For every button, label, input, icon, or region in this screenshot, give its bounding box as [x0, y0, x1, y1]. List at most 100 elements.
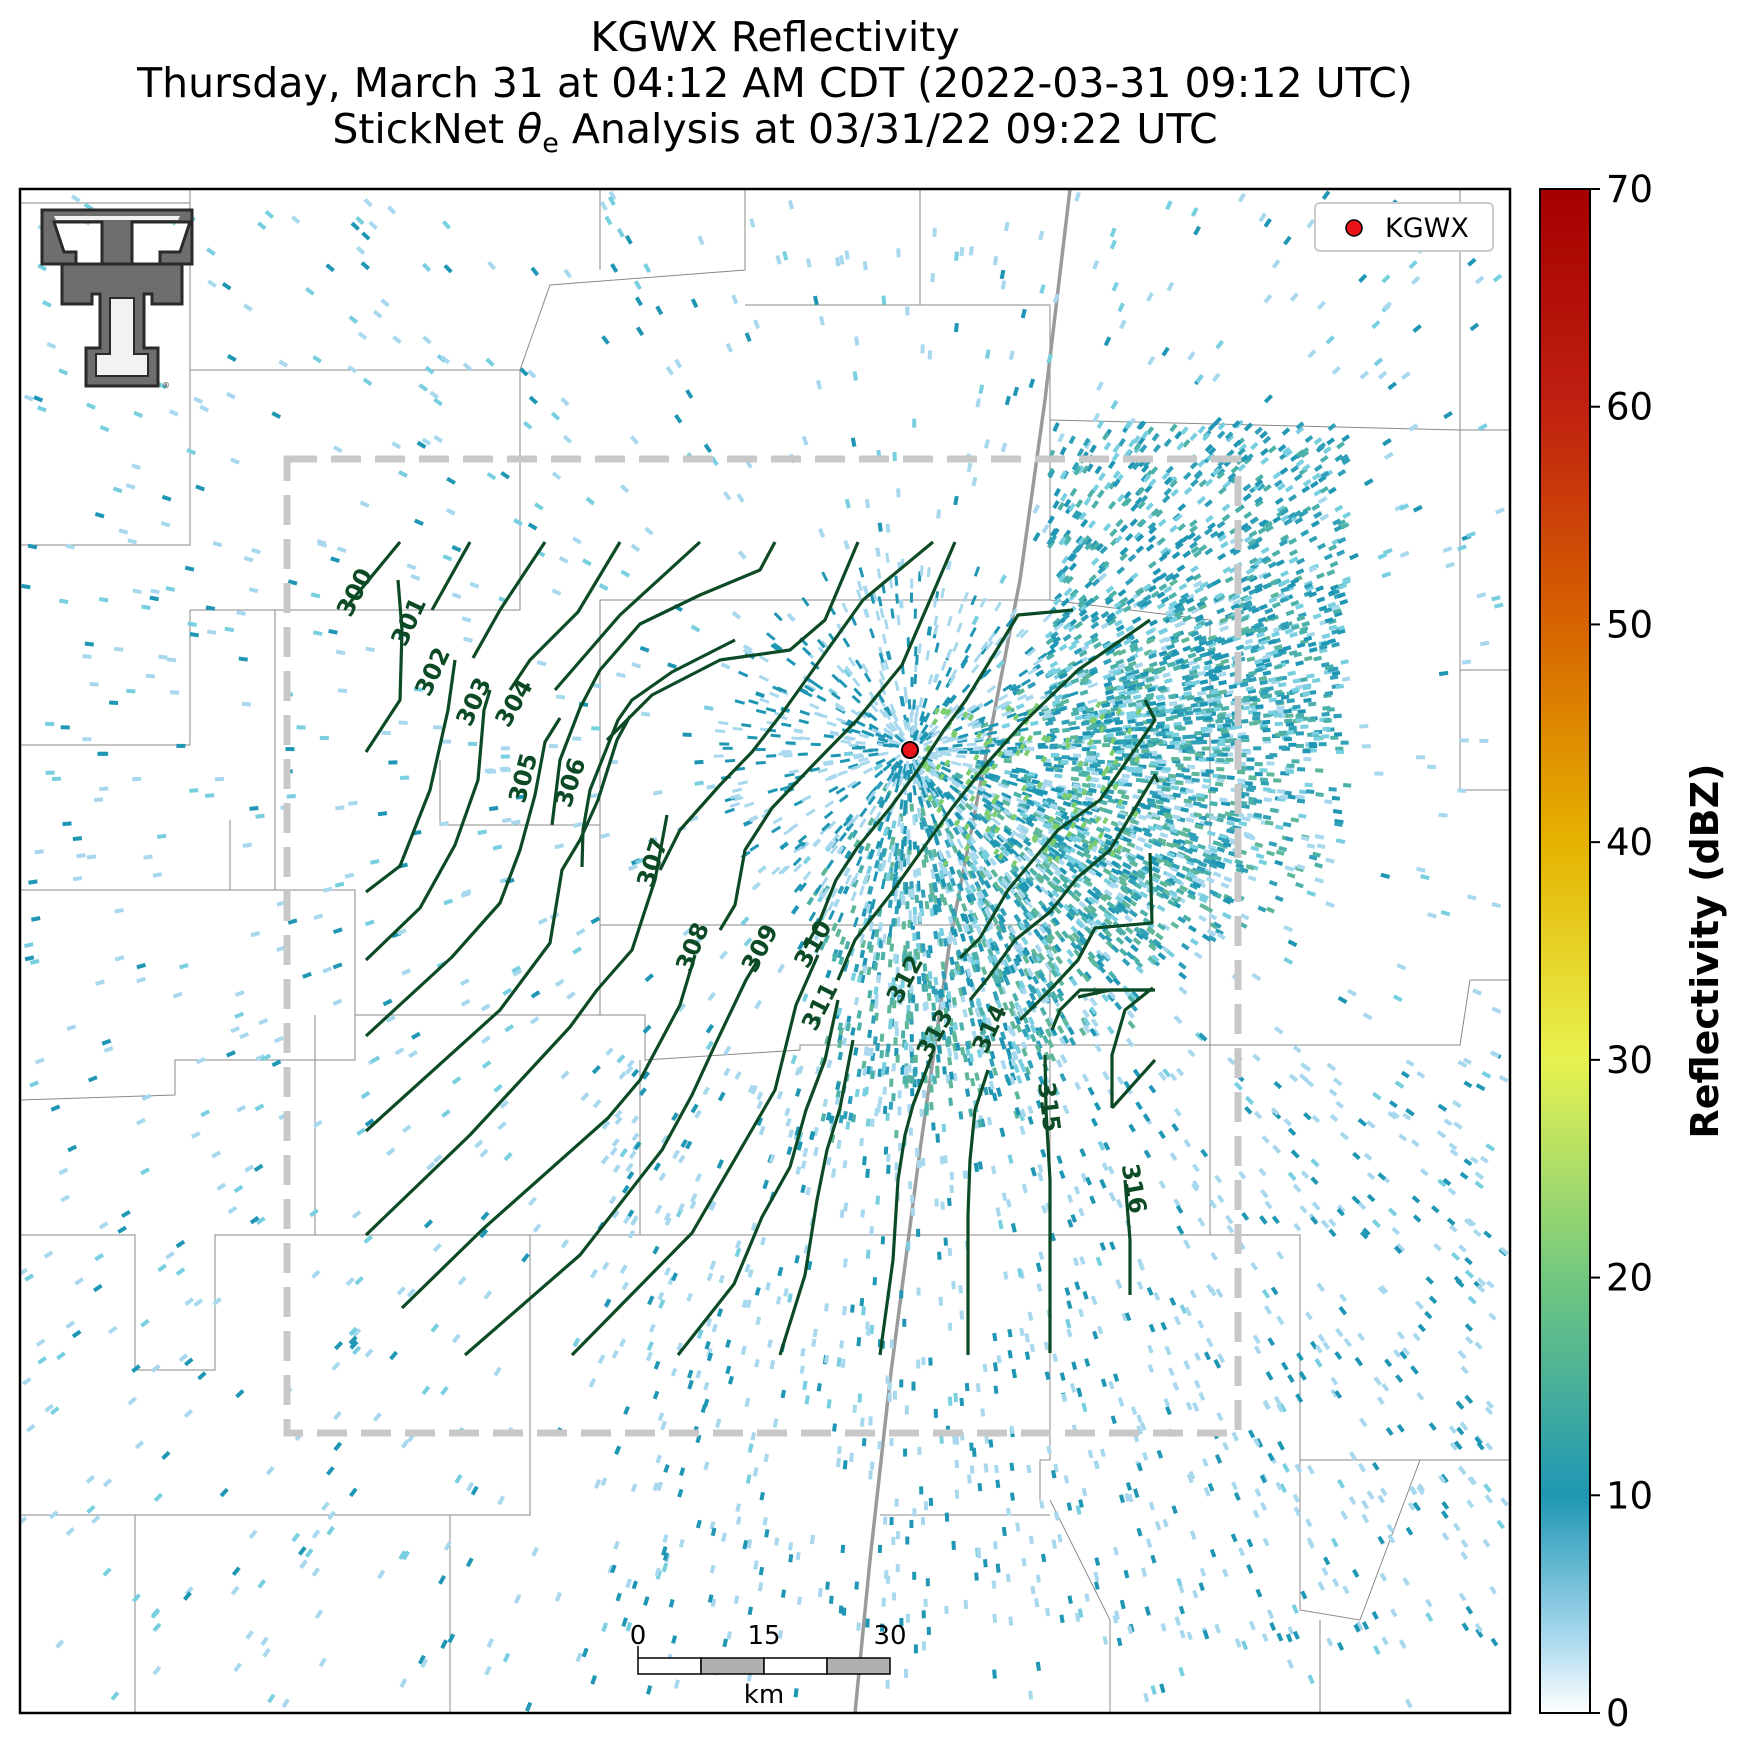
echo-pixel	[250, 930, 261, 938]
echo-pixel	[852, 371, 858, 381]
echo-pixel	[572, 536, 582, 545]
echo-pixel	[621, 1617, 628, 1627]
echo-pixel	[1321, 734, 1330, 739]
echo-pixel	[468, 741, 478, 747]
echo-pixel	[1109, 239, 1117, 250]
echo-pixel	[355, 216, 365, 226]
echo-pixel	[1283, 737, 1292, 742]
echo-pixel	[234, 1011, 245, 1019]
echo-pixel	[1130, 638, 1140, 646]
echo-pixel	[1295, 1393, 1304, 1404]
echo-pixel	[1412, 324, 1422, 333]
echo-pixel	[1288, 1073, 1299, 1083]
echo-pixel	[1193, 580, 1203, 589]
echo-pixel	[921, 1641, 926, 1651]
echo-pixel	[1343, 783, 1352, 788]
echo-pixel	[1215, 339, 1224, 350]
echo-pixel	[854, 336, 860, 346]
echo-pixel	[331, 1361, 341, 1371]
echo-pixel	[318, 1657, 327, 1668]
echo-pixel	[265, 1465, 275, 1476]
echo-pixel	[1082, 851, 1092, 859]
echo-pixel	[1361, 1499, 1370, 1510]
echo-pixel	[682, 732, 692, 737]
echo-pixel	[1179, 1304, 1188, 1315]
echo-pixel	[511, 819, 521, 826]
echo-pixel	[892, 1390, 898, 1400]
echo-pixel	[868, 1416, 873, 1426]
echo-pixel	[1381, 274, 1391, 284]
echo-pixel	[918, 900, 924, 909]
echo-pixel	[445, 507, 456, 516]
echo-pixel	[131, 1593, 141, 1603]
echo-pixel	[1241, 803, 1250, 810]
echo-pixel	[755, 691, 765, 699]
echo-pixel	[1231, 1431, 1239, 1442]
echo-pixel	[72, 875, 83, 882]
echo-pixel	[1011, 962, 1019, 972]
echo-pixel	[1457, 788, 1467, 793]
echo-pixel	[658, 1299, 666, 1309]
echo-pixel	[1000, 280, 1007, 290]
echo-pixel	[1416, 1485, 1425, 1496]
echo-pixel	[493, 1083, 503, 1093]
echo-pixel	[1401, 371, 1411, 380]
echo-pixel	[1287, 939, 1298, 948]
echo-pixel	[1125, 744, 1134, 749]
echo-pixel	[1392, 994, 1403, 1003]
echo-pixel	[1347, 988, 1357, 997]
echo-pixel	[1154, 932, 1164, 941]
echo-pixel	[1053, 905, 1062, 915]
echo-pixel	[655, 305, 664, 316]
echo-pixel	[619, 1264, 628, 1275]
echo-pixel	[865, 1618, 870, 1628]
echo-pixel	[927, 971, 933, 980]
echo-pixel	[1027, 1311, 1034, 1322]
echo-pixel	[364, 919, 375, 927]
echo-pixel	[233, 1662, 242, 1673]
echo-pixel	[740, 1345, 747, 1356]
echo-pixel	[896, 248, 901, 258]
echo-pixel	[1262, 727, 1271, 733]
echo-pixel	[1082, 735, 1092, 740]
echo-pixel	[1479, 640, 1490, 647]
echo-pixel	[1096, 381, 1104, 392]
echo-pixel	[1381, 571, 1392, 579]
echo-pixel	[1361, 744, 1371, 749]
echo-pixel	[1331, 365, 1341, 375]
echo-pixel	[1167, 773, 1177, 779]
echo-pixel	[939, 927, 945, 937]
echo-pixel	[861, 1306, 866, 1316]
echo-pixel	[1046, 648, 1056, 657]
echo-pixel	[261, 1053, 272, 1062]
echo-pixel	[1208, 815, 1218, 821]
echo-pixel	[1052, 422, 1060, 432]
echo-pixel	[653, 789, 663, 796]
echo-pixel	[1215, 718, 1224, 724]
echo-pixel	[1059, 1072, 1067, 1082]
echo-pixel	[921, 943, 926, 952]
echo-pixel	[1278, 730, 1287, 736]
echo-pixel	[321, 1501, 330, 1511]
echo-pixel	[189, 632, 200, 638]
echo-pixel	[782, 250, 789, 261]
echo-pixel	[995, 1207, 1002, 1217]
echo-pixel	[1295, 794, 1305, 800]
echo-pixel	[1108, 1191, 1117, 1202]
echo-pixel	[1216, 758, 1225, 763]
echo-pixel	[500, 471, 510, 480]
echo-pixel	[1270, 591, 1280, 599]
echo-pixel	[1263, 294, 1273, 304]
echo-pixel	[305, 287, 315, 296]
echo-pixel	[206, 247, 216, 256]
echo-pixel	[1162, 1068, 1171, 1078]
echo-pixel	[1271, 259, 1281, 269]
echo-pixel	[1088, 817, 1098, 824]
echo-pixel	[370, 1055, 381, 1064]
echo-pixel	[1306, 218, 1316, 229]
echo-pixel	[630, 543, 641, 553]
echo-pixel	[1262, 653, 1272, 660]
echo-pixel	[1172, 736, 1181, 742]
echo-pixel	[926, 992, 932, 1002]
echo-pixel	[1182, 734, 1191, 740]
